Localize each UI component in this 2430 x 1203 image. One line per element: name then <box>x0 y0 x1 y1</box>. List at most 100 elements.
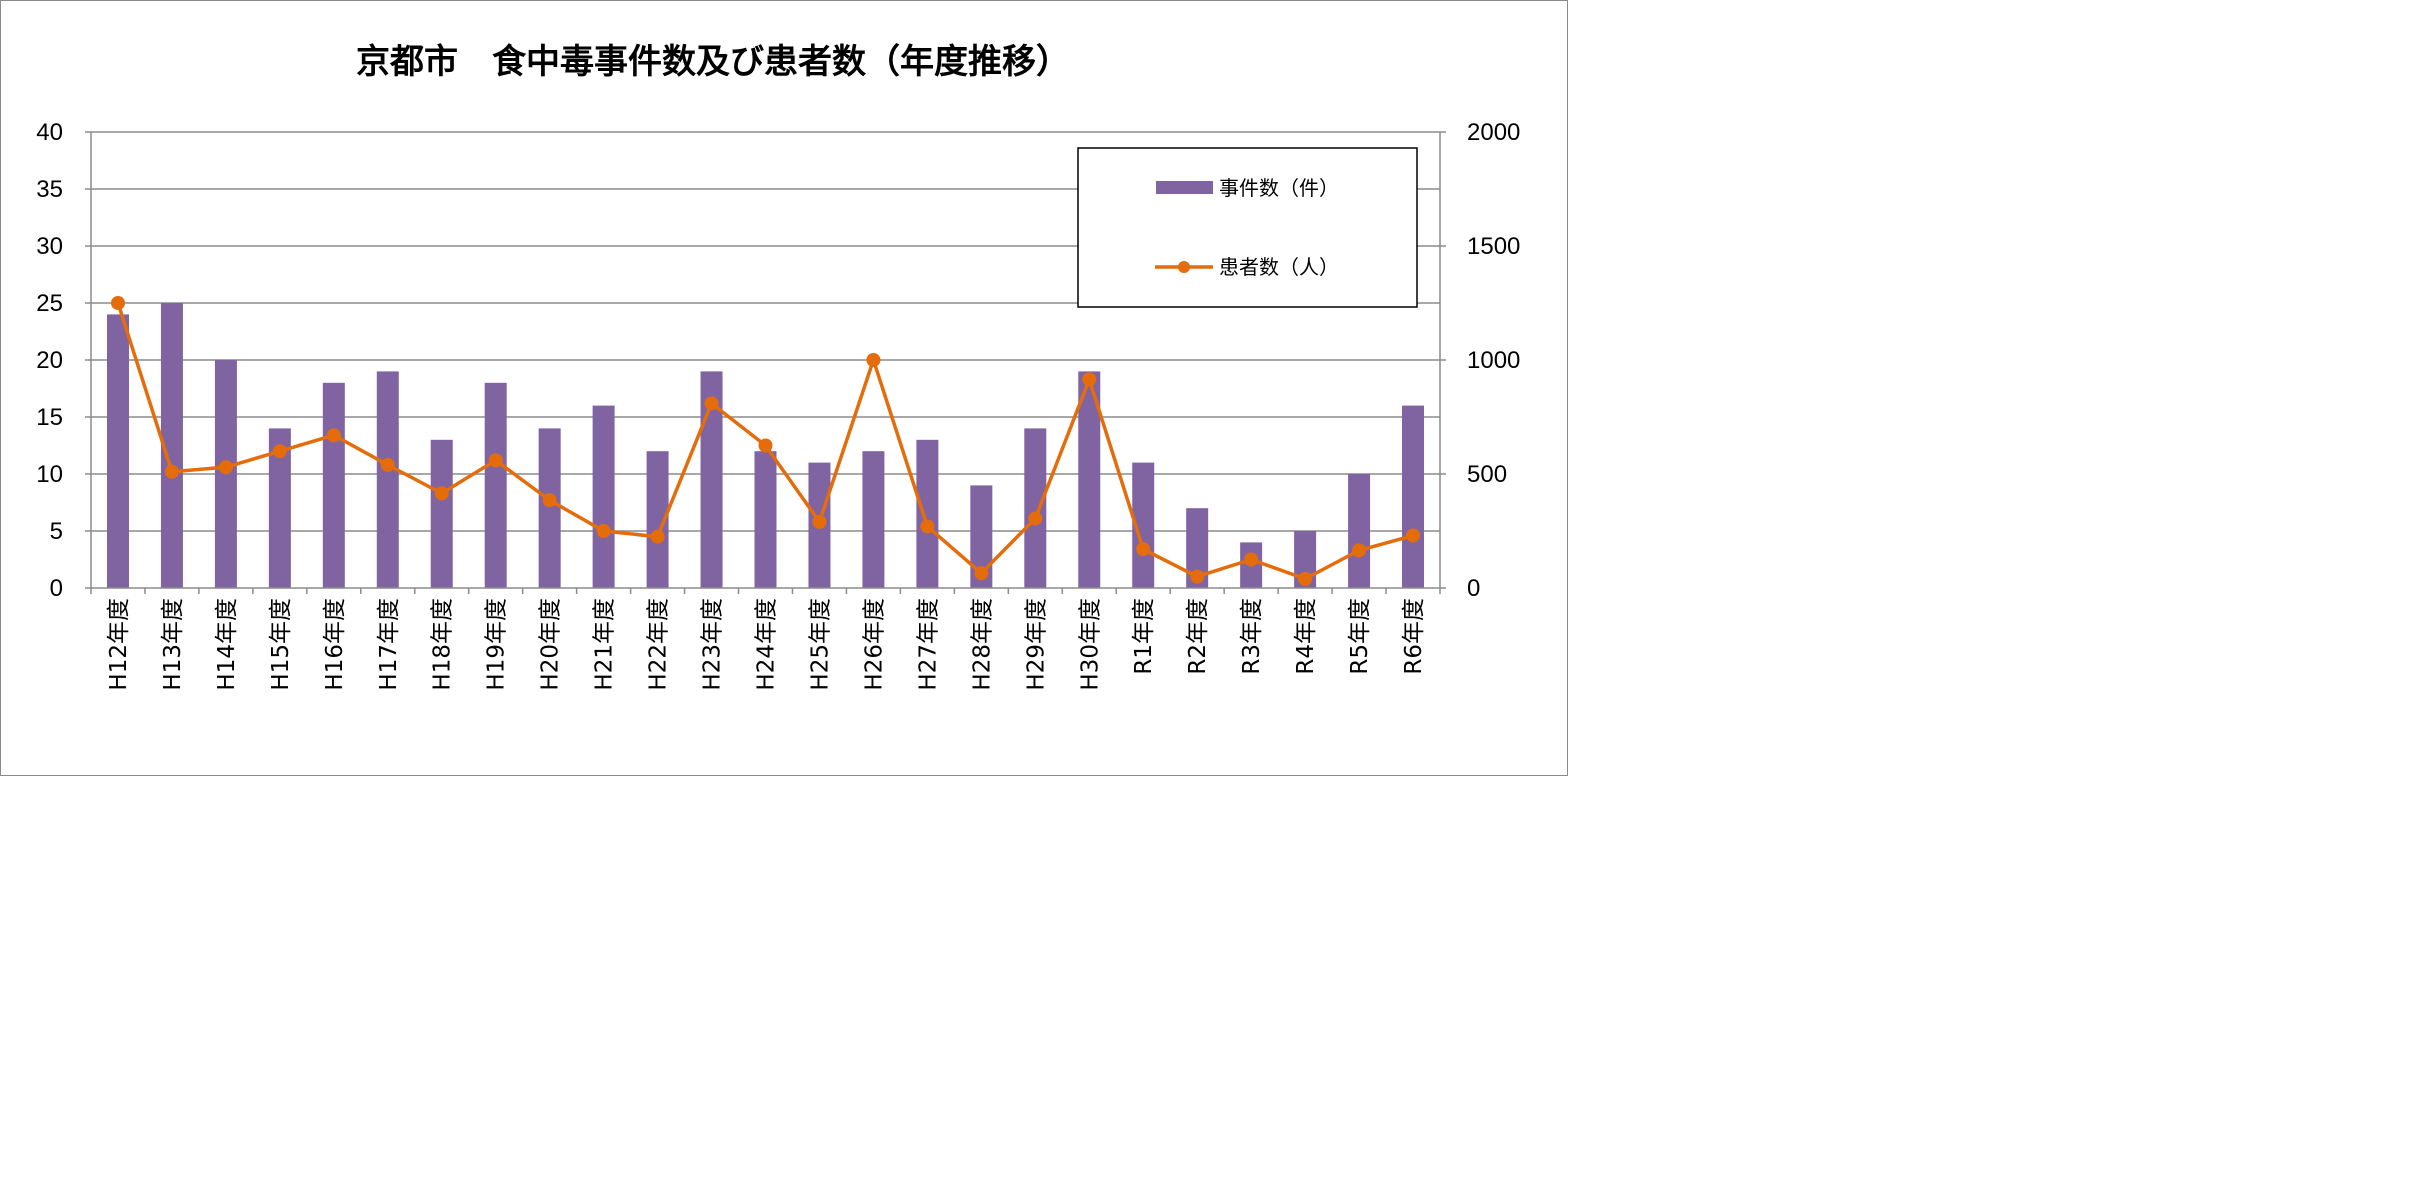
category-label: H16年度 <box>322 598 348 691</box>
left-tick-label: 5 <box>50 518 63 545</box>
chart-canvas: 京都市 食中毒事件数及び患者数（年度推移） 0 5 10 15 20 25 30 35 40 0… <box>36 42 1520 691</box>
category-label: R2年度 <box>1185 598 1211 675</box>
category-label: H23年度 <box>700 598 726 691</box>
category-label: H21年度 <box>592 598 618 691</box>
legend-bar-label: 事件数（件） <box>1219 176 1339 200</box>
bar <box>1078 371 1101 588</box>
category-label: H17年度 <box>376 598 402 691</box>
bar <box>322 382 345 588</box>
category-label: H15年度 <box>268 598 294 691</box>
chart-title: 京都市 食中毒事件数及び患者数（年度推移） <box>356 42 1070 82</box>
bar <box>970 485 993 588</box>
line-point <box>110 296 125 310</box>
category-label: H27年度 <box>915 598 941 691</box>
category-label: H13年度 <box>160 598 186 691</box>
left-tick-label: 25 <box>36 290 63 317</box>
category-label: H29年度 <box>1023 598 1049 691</box>
right-tick-label: 1000 <box>1467 347 1520 374</box>
category-label: H26年度 <box>861 598 887 691</box>
category-label: H24年度 <box>754 598 780 691</box>
left-tick-label: 10 <box>36 461 63 488</box>
bar <box>268 428 291 588</box>
chart-frame: 京都市 食中毒事件数及び患者数（年度推移） 0 5 10 15 20 25 30 35 40 0… <box>0 0 1568 776</box>
line-point <box>920 519 935 534</box>
category-label: H30年度 <box>1077 598 1103 691</box>
line-point <box>758 438 773 453</box>
line-point <box>1136 542 1151 557</box>
category-label: H12年度 <box>106 598 132 691</box>
right-tick-label: 2000 <box>1467 119 1520 146</box>
bar <box>160 303 183 588</box>
line-point <box>1244 552 1259 567</box>
axes <box>90 132 1441 594</box>
right-tick-label: 1500 <box>1467 233 1520 260</box>
bar <box>376 371 399 588</box>
category-label: H22年度 <box>646 598 672 691</box>
legend-box <box>1077 147 1418 308</box>
bar <box>538 428 561 588</box>
line-point <box>866 353 881 367</box>
bar <box>1402 405 1425 588</box>
category-label: R5年度 <box>1347 598 1373 675</box>
left-tick-label: 0 <box>50 575 63 602</box>
line-point <box>488 453 503 468</box>
bar <box>646 451 669 588</box>
line-point <box>1352 543 1367 558</box>
right-tick-label: 0 <box>1467 575 1480 602</box>
line-point <box>164 464 179 479</box>
category-label: R3年度 <box>1239 598 1265 675</box>
category-label: R4年度 <box>1293 598 1319 675</box>
bar <box>1348 474 1371 588</box>
category-label: H20年度 <box>538 598 564 691</box>
line-point <box>380 457 395 472</box>
line-point <box>812 514 827 529</box>
legend: 事件数（件） 患者数（人） <box>1077 147 1418 308</box>
line-point <box>650 529 665 544</box>
category-label: R1年度 <box>1131 598 1157 675</box>
category-label: H14年度 <box>214 598 240 691</box>
bar <box>754 451 777 588</box>
bar <box>700 371 723 588</box>
legend-line-marker <box>1178 261 1190 273</box>
line-point <box>1028 511 1043 526</box>
bar-series <box>106 303 1425 588</box>
right-tick-label: 500 <box>1467 461 1507 488</box>
category-label: H19年度 <box>484 598 510 691</box>
category-label: H18年度 <box>430 598 456 691</box>
right-axis-ticks: 0 500 1000 1500 2000 <box>1467 119 1520 602</box>
left-axis-ticks: 0 5 10 15 20 25 30 35 40 <box>36 119 63 602</box>
line-point <box>218 460 233 475</box>
line-point <box>1298 571 1313 586</box>
bar <box>1186 508 1209 588</box>
bar <box>862 451 885 588</box>
legend-bar-swatch <box>1156 181 1213 194</box>
left-tick-label: 20 <box>36 347 63 374</box>
left-tick-label: 30 <box>36 233 63 260</box>
left-tick-label: 40 <box>36 119 63 146</box>
line-point <box>704 396 719 411</box>
bar <box>1132 462 1155 588</box>
bar <box>1024 428 1047 588</box>
bar <box>1294 531 1317 588</box>
left-tick-label: 35 <box>36 176 63 203</box>
left-tick-label: 15 <box>36 404 63 431</box>
category-labels: H12年度 H13年度 H14年度 H15年度 H16年度 H17年度 H18年度 H19年度… <box>106 598 1427 691</box>
line-point <box>596 524 611 538</box>
line-point <box>1082 372 1097 387</box>
category-label: R6年度 <box>1401 598 1427 675</box>
category-label: H28年度 <box>969 598 995 691</box>
line-point <box>542 493 557 508</box>
bar <box>484 382 507 588</box>
legend-line-label: 患者数（人） <box>1219 255 1339 279</box>
bar <box>430 439 453 588</box>
line-point <box>434 486 449 501</box>
line-point <box>974 566 989 581</box>
bar <box>916 439 939 588</box>
line-point <box>272 444 287 459</box>
line-point <box>1406 528 1421 543</box>
line-series <box>110 296 1421 586</box>
line-point <box>326 428 341 443</box>
line-point <box>1190 569 1205 584</box>
category-label: H25年度 <box>807 598 833 691</box>
bar <box>592 405 615 588</box>
